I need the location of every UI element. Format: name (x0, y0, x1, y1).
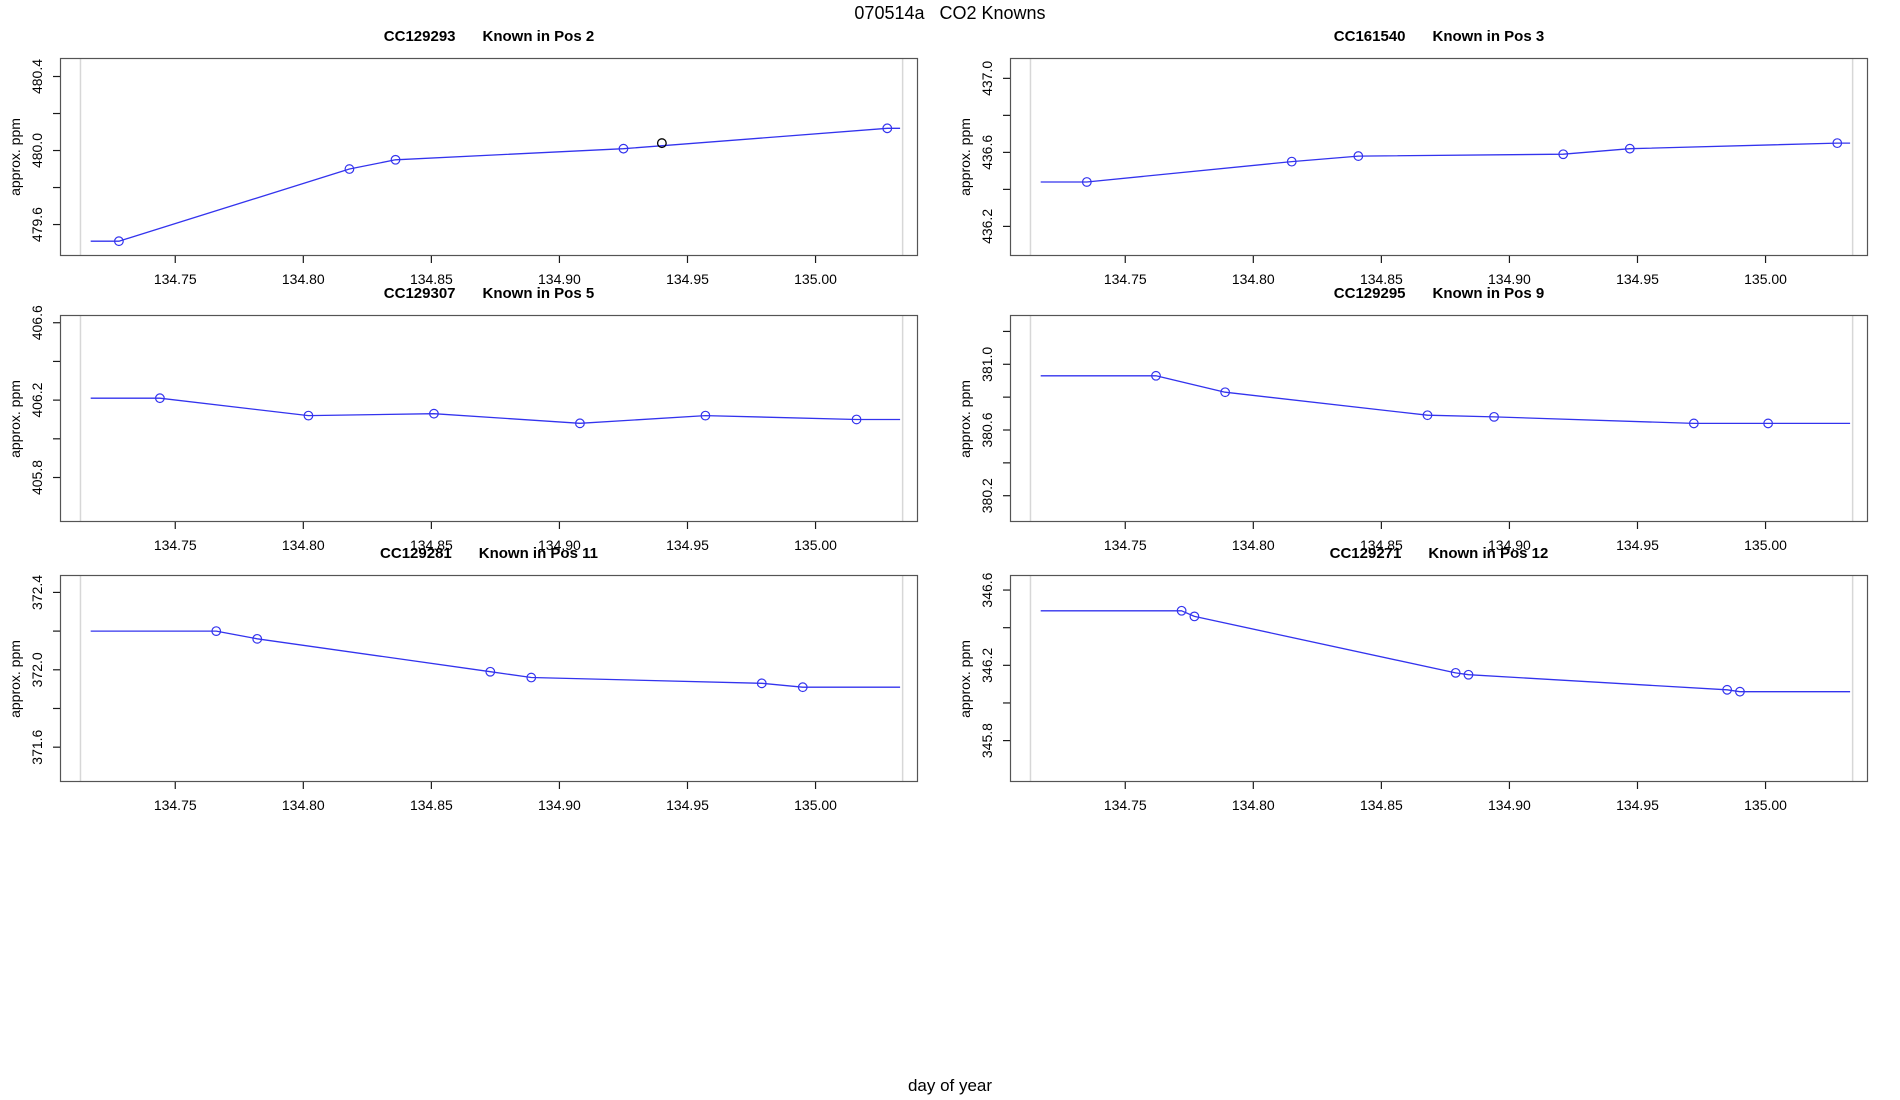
position-label: Known in Pos 5 (482, 285, 595, 302)
station-id: CC129271 (1329, 545, 1402, 562)
svg-text:134.85: 134.85 (410, 537, 453, 553)
svg-text:134.80: 134.80 (282, 797, 325, 813)
plot-area-cc129281: 134.75 134.80 134.85 134.90 134.95 135.00 371.… (29, 575, 919, 813)
svg-text:135.00: 135.00 (794, 537, 837, 553)
panel-title: CC129281 Known in Pos 11 (60, 545, 918, 562)
position-label: Known in Pos 12 (1428, 545, 1549, 562)
svg-text:346.6: 346.6 (979, 572, 995, 607)
svg-text:134.75: 134.75 (154, 271, 197, 287)
svg-text:372.0: 372.0 (29, 652, 45, 687)
svg-text:345.8: 345.8 (979, 723, 995, 758)
svg-text:134.85: 134.85 (1360, 271, 1403, 287)
svg-text:134.90: 134.90 (538, 537, 581, 553)
svg-text:134.80: 134.80 (1232, 271, 1275, 287)
svg-text:134.75: 134.75 (1104, 797, 1147, 813)
svg-text:381.0: 381.0 (979, 347, 995, 382)
panel-title: CC129293 Known in Pos 2 (60, 28, 918, 45)
position-label: Known in Pos 11 (478, 545, 598, 562)
svg-text:134.80: 134.80 (1232, 537, 1275, 553)
svg-text:405.8: 405.8 (29, 460, 45, 495)
svg-text:134.75: 134.75 (1104, 537, 1147, 553)
svg-text:134.95: 134.95 (1616, 797, 1659, 813)
svg-text:436.2: 436.2 (979, 209, 995, 244)
panel-title: CC129271 Known in Pos 12 (1010, 545, 1868, 562)
svg-text:134.95: 134.95 (666, 537, 709, 553)
svg-text:134.80: 134.80 (282, 271, 325, 287)
svg-text:134.90: 134.90 (1488, 271, 1531, 287)
panel-title: CC129295 Known in Pos 9 (1010, 285, 1868, 302)
svg-text:371.6: 371.6 (29, 729, 45, 764)
panel-title: CC161540 Known in Pos 3 (1010, 28, 1868, 45)
station-id: CC129281 (380, 545, 452, 562)
station-id: CC129307 (383, 285, 456, 302)
svg-text:134.95: 134.95 (666, 797, 709, 813)
svg-text:134.95: 134.95 (1616, 271, 1659, 287)
svg-text:134.75: 134.75 (1104, 271, 1147, 287)
svg-text:135.00: 135.00 (1744, 271, 1787, 287)
plot-area-cc161540: 134.75 134.80 134.85 134.90 134.95 135.00 436.… (979, 57, 1869, 287)
plot-area-cc129295: 134.75 134.80 134.85 134.90 134.95 135.00 380.… (979, 314, 1869, 553)
svg-text:134.95: 134.95 (1616, 537, 1659, 553)
svg-text:134.85: 134.85 (1360, 797, 1403, 813)
station-id: CC161540 (1333, 28, 1406, 45)
svg-text:380.2: 380.2 (979, 478, 995, 513)
svg-text:134.90: 134.90 (538, 797, 581, 813)
svg-text:134.75: 134.75 (154, 797, 197, 813)
panel-title: CC129307 Known in Pos 5 (60, 285, 918, 302)
svg-text:135.00: 135.00 (1744, 537, 1787, 553)
svg-text:380.6: 380.6 (979, 412, 995, 447)
svg-text:437.0: 437.0 (979, 61, 995, 96)
svg-text:480.4: 480.4 (29, 59, 45, 94)
position-label: Known in Pos 3 (1432, 28, 1545, 45)
svg-text:134.75: 134.75 (154, 537, 197, 553)
svg-text:134.85: 134.85 (410, 797, 453, 813)
svg-text:134.95: 134.95 (666, 271, 709, 287)
svg-text:134.90: 134.90 (1488, 537, 1531, 553)
svg-text:480.0: 480.0 (29, 133, 45, 168)
svg-text:134.85: 134.85 (1360, 537, 1403, 553)
plot-area-cc129293: 134.75 134.80 134.85 134.90 134.95 135.00 479.… (29, 57, 919, 287)
plot-area-cc129271: 134.75 134.80 134.85 134.90 134.95 135.00 345.… (979, 572, 1869, 813)
svg-text:372.4: 372.4 (29, 575, 45, 610)
plot-area-cc129307: 134.75 134.80 134.85 134.90 134.95 135.00 405.… (29, 305, 919, 553)
svg-text:135.00: 135.00 (1744, 797, 1787, 813)
svg-text:479.6: 479.6 (29, 207, 45, 242)
svg-text:346.2: 346.2 (979, 648, 995, 683)
svg-text:134.85: 134.85 (410, 271, 453, 287)
station-id: CC129295 (1333, 285, 1406, 302)
svg-text:135.00: 135.00 (794, 271, 837, 287)
svg-text:406.2: 406.2 (29, 382, 45, 417)
svg-text:436.6: 436.6 (979, 135, 995, 170)
station-id: CC129293 (383, 28, 456, 45)
figure-title: 070514a CO2 Knowns (854, 3, 1046, 23)
svg-text:406.6: 406.6 (29, 305, 45, 340)
svg-text:135.00: 135.00 (794, 797, 837, 813)
x-axis-label-day-of-year: day of year (907, 1076, 993, 1095)
svg-text:134.80: 134.80 (1232, 797, 1275, 813)
svg-text:134.80: 134.80 (282, 537, 325, 553)
svg-text:134.90: 134.90 (1488, 797, 1531, 813)
position-label: Known in Pos 2 (482, 28, 595, 45)
position-label: Known in Pos 9 (1432, 285, 1545, 302)
svg-text:134.90: 134.90 (538, 271, 581, 287)
